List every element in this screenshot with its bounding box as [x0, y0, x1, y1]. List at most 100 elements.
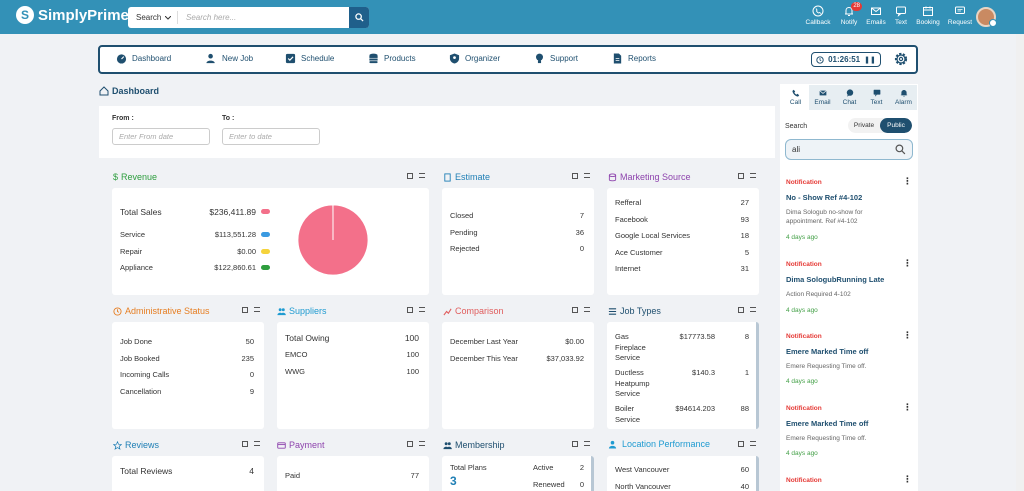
tab-chat[interactable]: Chat [836, 85, 863, 110]
notification-card[interactable] [782, 398, 916, 466]
more-icon[interactable]: ⋮ [903, 258, 912, 268]
tab-email[interactable]: Email [809, 85, 836, 110]
suppliers-header: Suppliers [277, 306, 327, 316]
tab-text[interactable]: Text [863, 85, 890, 110]
grid-icon[interactable] [572, 173, 578, 179]
more-icon[interactable]: ⋮ [903, 176, 912, 186]
list-icon[interactable] [419, 441, 425, 446]
list-icon[interactable] [584, 441, 590, 446]
notification-tag: Notification [786, 405, 822, 412]
callback-button[interactable]: Callback [803, 5, 833, 26]
admin-item-label: Incoming Calls [120, 370, 170, 379]
to-date-input[interactable]: Enter to date [222, 128, 320, 145]
notification-card[interactable] [782, 470, 916, 491]
grid-icon[interactable] [738, 441, 744, 447]
suppliers-item-value: 100 [406, 366, 419, 376]
check-square-icon [285, 53, 296, 64]
notify-button[interactable]: Notify 28 [840, 2, 862, 26]
panel-search-input[interactable]: ali [785, 139, 913, 160]
list-icon[interactable] [750, 173, 756, 178]
suppliers-total-label: Total Owing [285, 333, 330, 343]
suppliers-view-toggle[interactable] [407, 307, 425, 313]
jobtypes-view-toggle[interactable] [738, 307, 756, 313]
search-input[interactable]: Search here... [186, 13, 237, 22]
credit-card-icon [277, 441, 286, 449]
tab-call[interactable]: Call [782, 85, 809, 110]
dollar-icon: $ [113, 172, 119, 182]
location-view-toggle[interactable] [738, 441, 756, 447]
list-icon[interactable] [254, 307, 260, 312]
grid-icon[interactable] [407, 441, 413, 447]
list-icon[interactable] [584, 307, 590, 312]
membership-view-toggle[interactable] [572, 441, 590, 447]
brand-logo[interactable]: S SimplyPrime [16, 6, 129, 24]
grid-icon[interactable] [738, 307, 744, 313]
search-icon[interactable] [895, 144, 906, 155]
public-option[interactable]: Public [880, 118, 912, 133]
location-item-label: North Vancouver [615, 481, 671, 491]
marketing-view-toggle[interactable] [738, 173, 756, 179]
grid-icon[interactable] [572, 441, 578, 447]
notification-card[interactable] [782, 171, 916, 251]
nav-schedule[interactable]: Schedule [285, 53, 334, 64]
grid-icon[interactable] [407, 173, 413, 179]
estimate-item-value: 0 [579, 244, 584, 253]
revenue-item-dot [261, 232, 270, 237]
suppliers-item-value: 100 [406, 350, 419, 359]
nav-dashboard[interactable]: Dashboard [116, 53, 171, 64]
list-icon[interactable] [584, 173, 590, 178]
grid-icon[interactable] [572, 307, 578, 313]
suppliers-card [277, 322, 429, 429]
tab-alarm[interactable]: Alarm [890, 85, 917, 110]
list-icon[interactable] [750, 307, 756, 312]
gear-icon[interactable] [893, 51, 909, 67]
payment-card [277, 456, 429, 491]
phone-icon [812, 5, 824, 17]
nav-organizer[interactable]: Organizer [449, 53, 500, 64]
reviews-total-value: 4 [249, 466, 254, 476]
main-nav [98, 45, 918, 74]
admin-item-value: 50 [245, 337, 254, 346]
search-button[interactable] [349, 7, 369, 28]
to-label: To : [222, 115, 235, 122]
list-icon[interactable] [254, 441, 260, 446]
request-button[interactable]: Request [947, 5, 973, 26]
grid-icon[interactable] [242, 307, 248, 313]
notification-card[interactable] [782, 254, 916, 322]
payment-view-toggle[interactable] [407, 441, 425, 447]
notification-card[interactable] [782, 326, 916, 394]
nav-reports[interactable]: Reports [612, 53, 656, 64]
membership-total-label: Total Plans [450, 463, 487, 472]
estimate-view-toggle[interactable] [572, 173, 590, 179]
comparison-card [442, 322, 594, 429]
more-icon[interactable]: ⋮ [903, 402, 912, 412]
list-icon[interactable] [750, 441, 756, 446]
list-icon[interactable] [419, 173, 425, 178]
nav-products[interactable]: Products [368, 53, 416, 64]
grid-icon[interactable] [242, 441, 248, 447]
grid-icon[interactable] [738, 173, 744, 179]
booking-button[interactable]: Booking [915, 5, 941, 26]
work-timer[interactable]: 01:26:51 ❚❚ [811, 52, 881, 67]
jobtype-item-label: Gas [615, 332, 629, 341]
reviews-view-toggle[interactable] [242, 441, 260, 447]
marketing-item-label: Internet [615, 264, 641, 273]
revenue-total-value: $236,411.89 [209, 207, 256, 217]
emails-button[interactable]: Emails [865, 5, 887, 26]
list-icon[interactable] [419, 307, 425, 312]
revenue-view-toggle[interactable] [407, 173, 425, 179]
admin-view-toggle[interactable] [242, 307, 260, 313]
nav-new-job[interactable]: New Job [206, 53, 253, 64]
private-option[interactable]: Private [853, 122, 875, 129]
from-date-input[interactable]: Enter From date [112, 128, 210, 145]
grid-icon[interactable] [407, 307, 413, 313]
user-avatar[interactable] [976, 7, 997, 27]
nav-support[interactable]: Support [534, 53, 578, 64]
search-scope-select[interactable]: Search [128, 11, 178, 24]
comparison-view-toggle[interactable] [572, 307, 590, 313]
text-button[interactable]: Text [893, 5, 909, 26]
more-icon[interactable]: ⋮ [903, 330, 912, 340]
page-scrollbar[interactable] [1016, 34, 1024, 491]
more-icon[interactable]: ⋮ [903, 474, 912, 484]
comm-tabs: Call Email Chat Text Alarm [782, 85, 917, 110]
